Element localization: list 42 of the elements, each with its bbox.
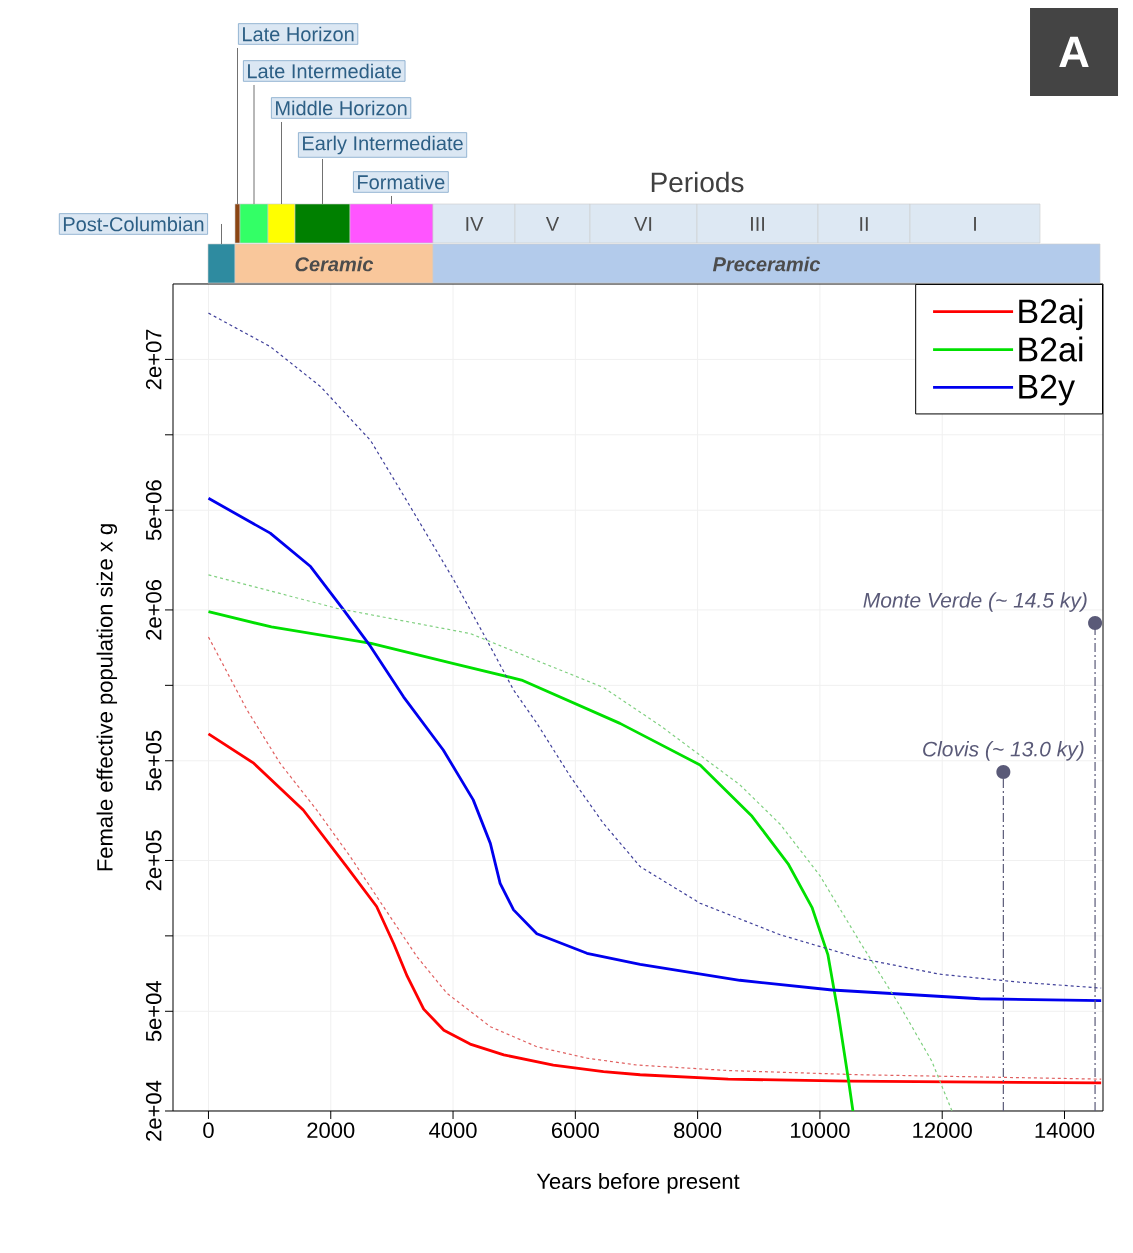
text: Ceramic xyxy=(295,256,374,272)
y-tick-label: 2e+06 xyxy=(145,580,162,640)
y-tick-label: 5e+04 xyxy=(145,981,162,1042)
x-tick-label: 8000 xyxy=(674,1122,722,1139)
text: A xyxy=(1059,36,1089,68)
ref-line-label: Clovis (~ 13.0 ky) xyxy=(923,741,1084,761)
text: Middle Horizon xyxy=(276,100,407,116)
ref-line-label: Monte Verde (~ 14.5 ky) xyxy=(863,592,1087,612)
x-tick-label: 10000 xyxy=(791,1122,850,1139)
x-tick-label: 0 xyxy=(203,1122,214,1139)
line-series xyxy=(207,496,1103,1003)
x-tick-label: 12000 xyxy=(913,1122,972,1139)
text: Late Intermediate xyxy=(248,63,402,79)
x-tick-label: 4000 xyxy=(429,1122,477,1139)
legend-label: B2y xyxy=(1019,374,1075,406)
text: Preceramic xyxy=(712,256,821,272)
text: I xyxy=(974,217,976,231)
x-axis-title: Years before present xyxy=(536,1172,740,1194)
y-tick-label: 2e+07 xyxy=(145,329,162,390)
text: Early Intermediate xyxy=(303,135,463,155)
text: III xyxy=(751,217,765,231)
text: Periods xyxy=(651,171,744,193)
line-series xyxy=(207,732,1103,1085)
text: IV xyxy=(466,217,484,231)
x-tick-label: 6000 xyxy=(551,1122,599,1139)
y-tick-label: 5e+06 xyxy=(145,480,162,541)
y-tick-label: 2e+04 xyxy=(145,1080,162,1141)
legend-label: B2aj xyxy=(1019,298,1083,331)
line-series xyxy=(207,610,855,1111)
text: II xyxy=(860,217,868,231)
text: Post-Columbian xyxy=(63,216,204,232)
text: Formative xyxy=(358,174,445,190)
y-tick-label: 5e+05 xyxy=(145,730,162,791)
text: VI xyxy=(634,217,652,231)
y-axis-title: Female effective population size x g xyxy=(96,524,118,871)
legend-label: B2ai xyxy=(1019,336,1083,362)
x-tick-label: 14000 xyxy=(1035,1122,1095,1139)
line-series xyxy=(207,636,1102,1080)
text: Late Horizon xyxy=(243,26,354,42)
y-tick-label: 2e+05 xyxy=(145,830,162,891)
x-tick-label: 2000 xyxy=(307,1122,355,1139)
text: V xyxy=(545,217,560,231)
